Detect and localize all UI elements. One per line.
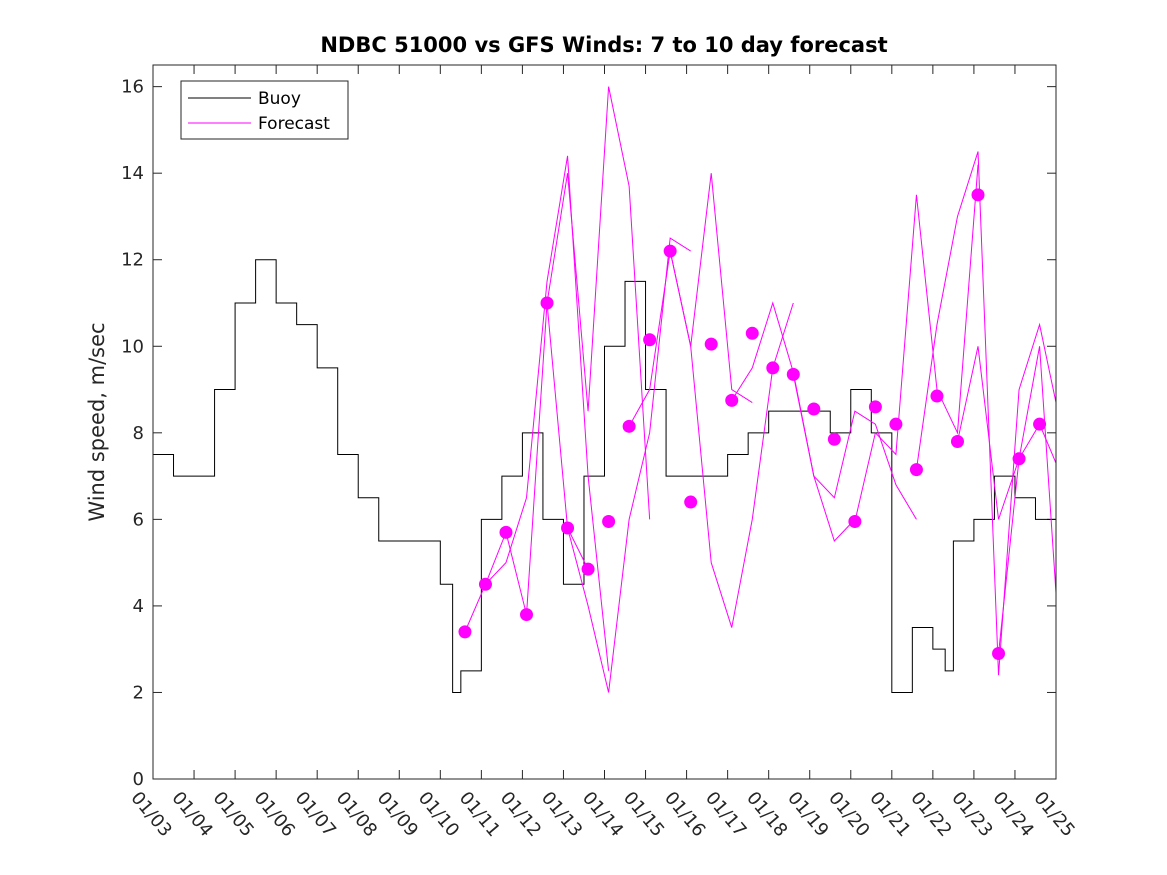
x-tick-label: 01/15 <box>619 788 668 841</box>
forecast-marker <box>868 400 882 414</box>
forecast-marker <box>704 337 718 351</box>
forecast-trace <box>854 164 979 522</box>
y-tick-label: 12 <box>121 250 144 271</box>
y-tick-label: 10 <box>121 336 144 357</box>
legend-buoy-label: Buoy <box>258 89 301 109</box>
forecast-trace <box>567 237 691 693</box>
x-tick-label: 01/06 <box>250 788 299 841</box>
buoy-line <box>153 259 1057 693</box>
x-tick-label: 01/17 <box>701 788 750 841</box>
forecast-marker <box>684 495 698 509</box>
x-tick-label: 01/04 <box>167 788 216 841</box>
forecast-marker <box>930 389 944 403</box>
y-tick-label: 0 <box>133 769 144 790</box>
forecast-trace <box>957 346 1057 593</box>
forecast-marker <box>663 244 677 258</box>
x-tick-label: 01/20 <box>824 788 873 841</box>
forecast-marker <box>848 515 862 529</box>
buoy-series <box>153 259 1057 693</box>
y-axis-label: Wind speed, m/sec <box>85 322 109 521</box>
forecast-marker <box>499 525 513 539</box>
x-tick-label: 01/05 <box>209 788 258 841</box>
y-tick-label: 6 <box>133 509 144 530</box>
forecast-marker <box>909 463 923 477</box>
legend-forecast-label: Forecast <box>258 114 330 134</box>
y-tick-label: 4 <box>133 596 144 617</box>
x-tick-label: 01/11 <box>455 788 504 841</box>
x-tick-label: 01/24 <box>988 788 1037 841</box>
forecast-marker <box>971 188 985 202</box>
forecast-trace <box>485 155 610 671</box>
x-tick-label: 01/12 <box>496 788 545 841</box>
y-tick-label: 8 <box>133 423 144 444</box>
x-tick-label: 01/25 <box>1029 788 1078 841</box>
forecast-marker <box>478 577 492 591</box>
forecast-trace <box>998 423 1057 654</box>
x-tick-label: 01/23 <box>947 788 996 841</box>
forecast-trace <box>792 374 917 520</box>
legend-box <box>180 80 349 140</box>
x-tick-label: 01/21 <box>865 788 914 841</box>
x-tick-label: 01/10 <box>414 788 463 841</box>
forecast-marker <box>540 296 554 310</box>
forecast-marker <box>766 361 780 375</box>
x-tick-label: 01/18 <box>742 788 791 841</box>
legend: Buoy Forecast <box>180 80 349 140</box>
x-tick-label: 01/09 <box>373 788 422 841</box>
x-tick-label: 01/19 <box>783 788 832 841</box>
x-tick-label: 01/13 <box>537 788 586 841</box>
y-tick-label: 14 <box>121 163 144 184</box>
forecast-marker <box>1012 452 1026 466</box>
forecast-marker <box>827 432 841 446</box>
forecast-marker <box>602 515 616 529</box>
forecast-series <box>458 86 1057 693</box>
forecast-marker <box>458 625 472 639</box>
forecast-marker <box>561 521 575 535</box>
forecast-marker <box>889 417 903 431</box>
x-tick-label: 01/14 <box>578 788 627 841</box>
chart-title: NDBC 51000 vs GFS Winds: 7 to 10 day for… <box>320 33 887 57</box>
forecast-trace <box>915 151 1057 676</box>
x-tick-label: 01/07 <box>291 788 340 841</box>
forecast-marker <box>807 402 821 416</box>
x-tick-label: 01/22 <box>906 788 955 841</box>
forecast-marker <box>725 393 739 407</box>
forecast-marker <box>643 333 657 347</box>
x-tick-label: 01/08 <box>332 788 381 841</box>
forecast-marker <box>992 647 1006 661</box>
forecast-trace <box>546 86 651 520</box>
forecast-marker <box>786 367 800 381</box>
y-tick-label: 2 <box>133 682 144 703</box>
x-tick-label: 01/16 <box>660 788 709 841</box>
forecast-marker <box>520 608 534 622</box>
forecast-marker <box>622 419 636 433</box>
forecast-marker <box>581 562 595 576</box>
y-ticks: 0 2 4 6 8 10 12 14 16 <box>121 77 1056 790</box>
forecast-marker <box>745 326 759 340</box>
y-tick-label: 16 <box>121 77 144 98</box>
forecast-marker <box>950 434 964 448</box>
forecast-marker <box>1033 417 1047 431</box>
x-tick-label: 01/03 <box>126 788 175 841</box>
plot-frame <box>152 64 1057 780</box>
